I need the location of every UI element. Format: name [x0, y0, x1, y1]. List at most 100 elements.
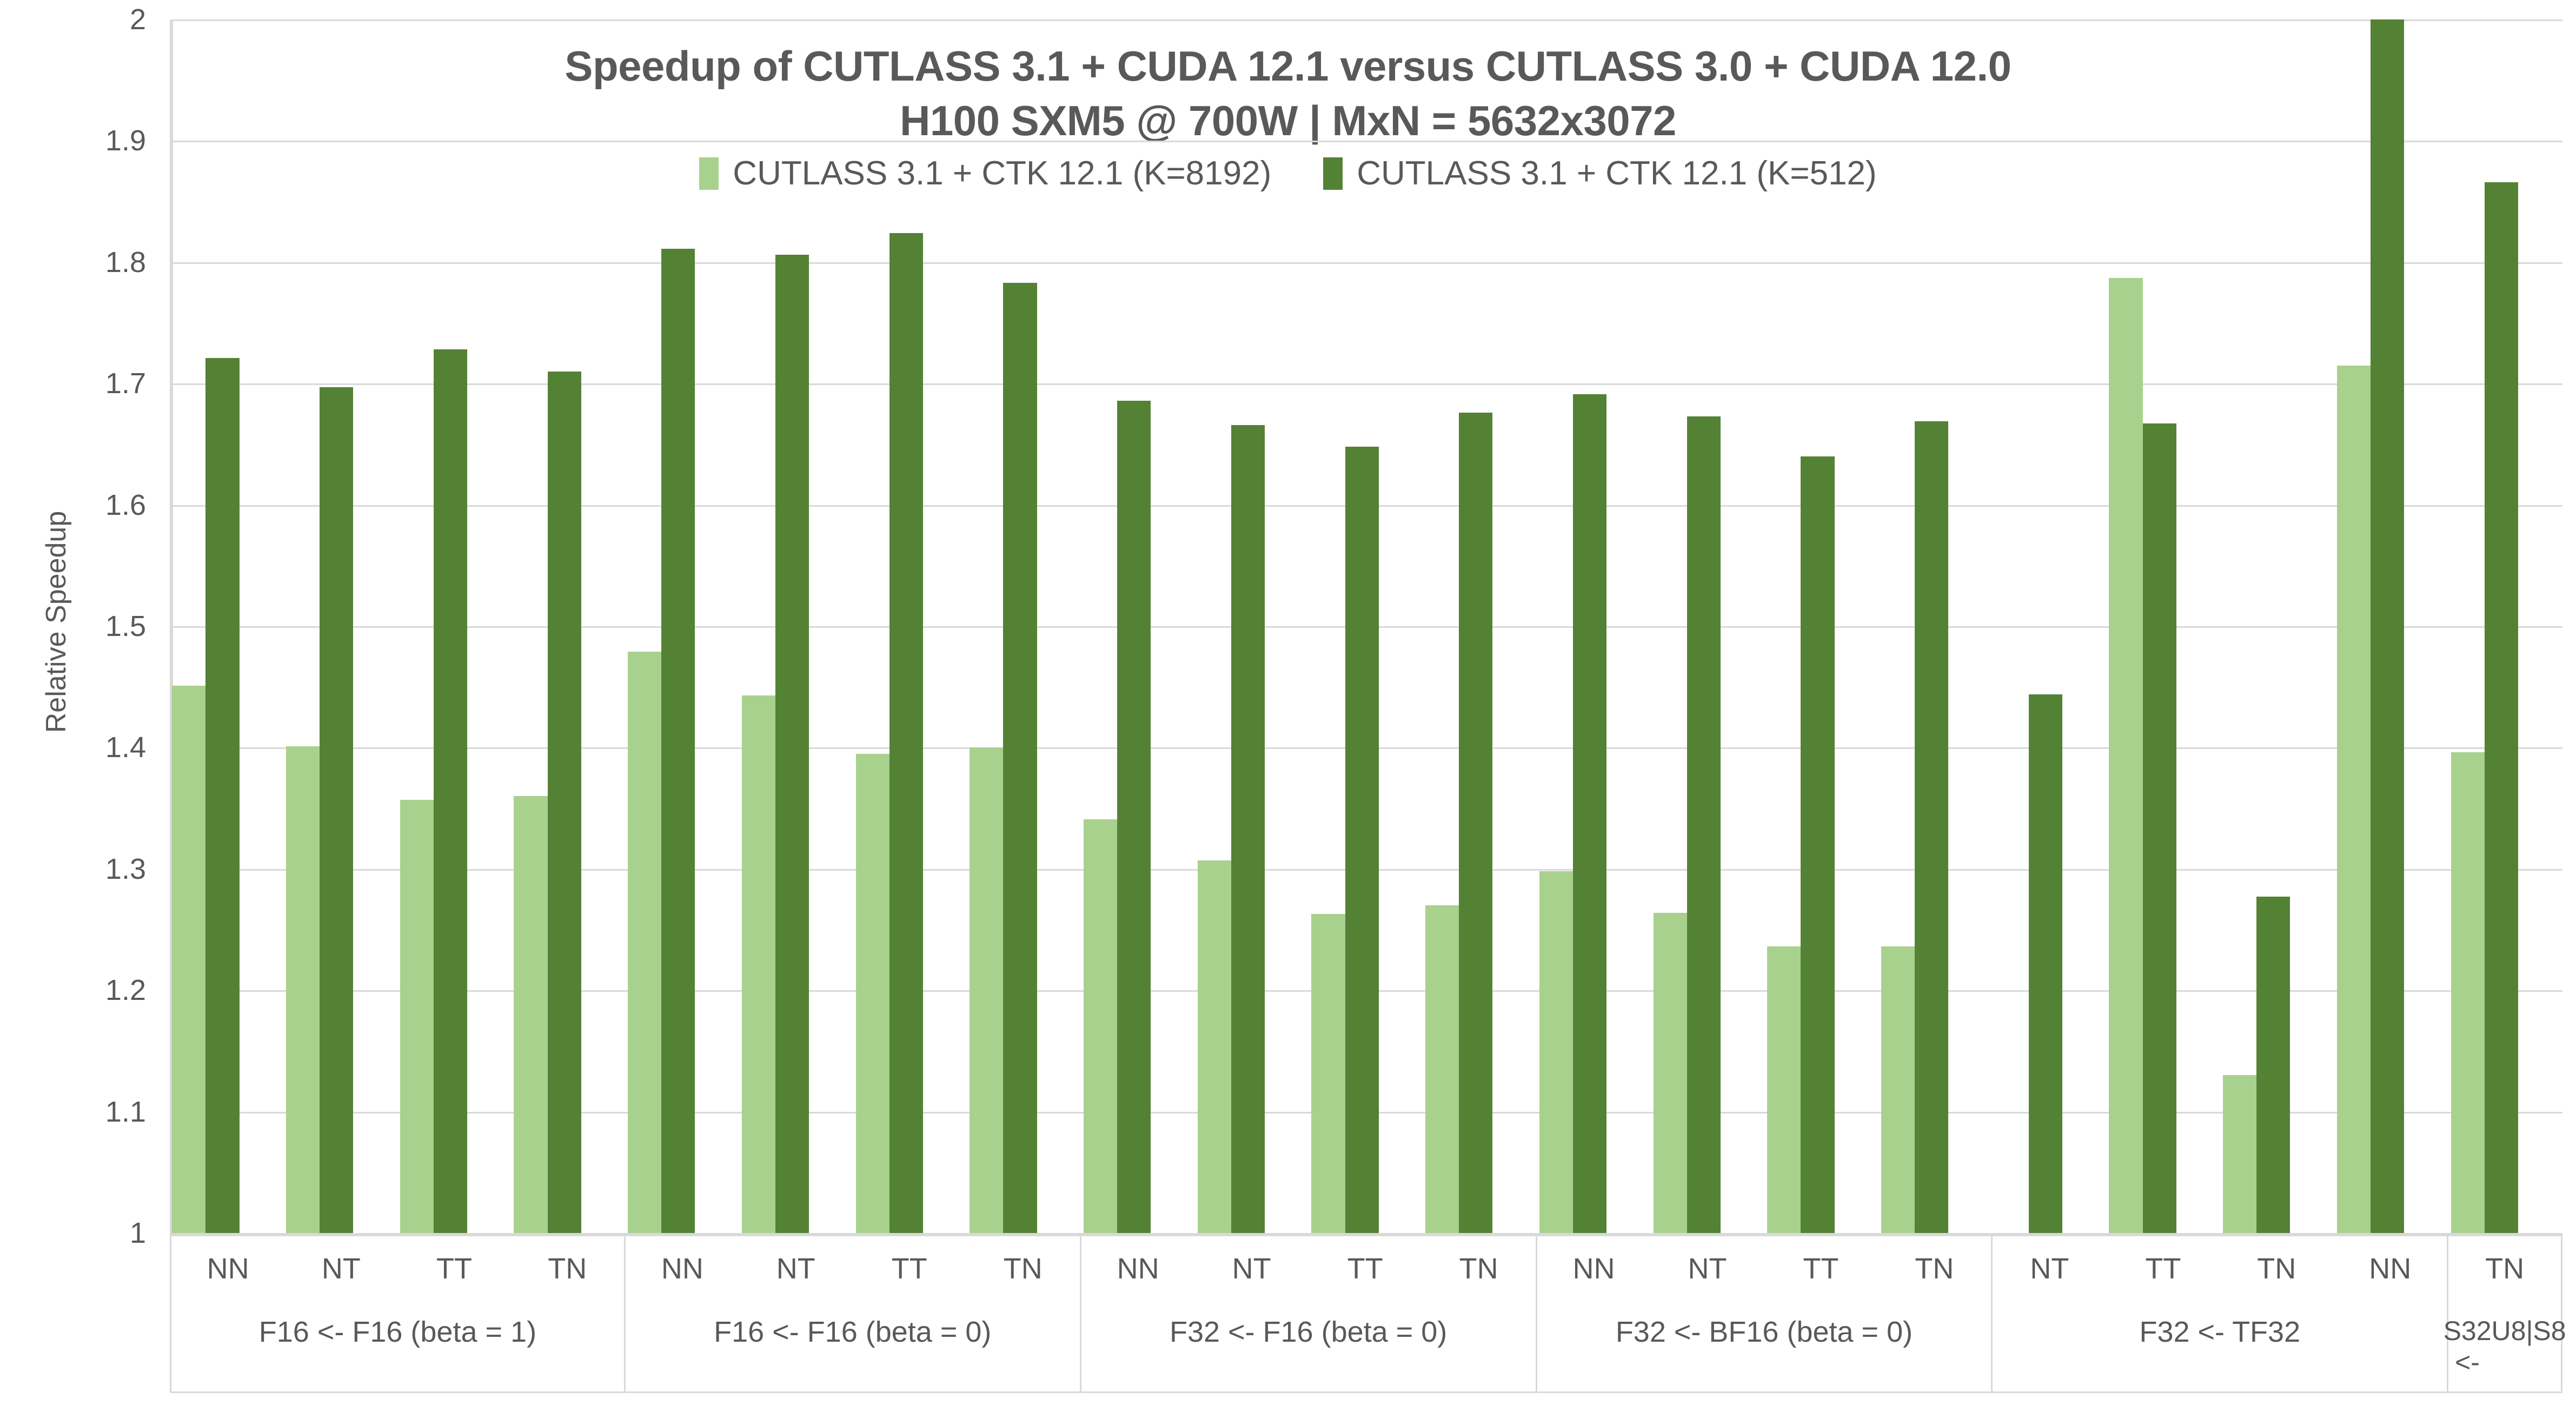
y-tick-label: 1.3 [105, 852, 146, 885]
bar-k512-0-1 [320, 387, 354, 1233]
bar-k512-2-1 [1231, 425, 1265, 1233]
bar-k8192-0-2 [400, 799, 434, 1233]
category-tick-label: TN [1915, 1252, 1954, 1285]
category-tick-label: TN [2485, 1252, 2525, 1285]
category-ticks-2: NN NT TT TN [1081, 1236, 1536, 1301]
y-tick-label: 1.2 [105, 974, 146, 1007]
category-tick-label: NT [2030, 1252, 2069, 1285]
bar-k8192-3-3 [1881, 946, 1915, 1233]
gridline-2 [173, 19, 2562, 21]
category-group-label: F32 <- F16 (beta = 0) [1169, 1316, 1448, 1348]
bar-k512-3-3 [1915, 421, 1949, 1233]
y-tick-label: 1.8 [105, 246, 146, 279]
bar-k8192-3-0 [1539, 871, 1573, 1233]
bars-layer [170, 19, 2562, 1233]
category-group-1: NN NT TT TN F16 <- F16 (beta = 0) [625, 1236, 1081, 1393]
category-tick-label: NT [776, 1252, 815, 1285]
category-tick-label: NN [207, 1252, 249, 1285]
legend-label-2: CUTLASS 3.1 + CTK 12.1 (K=512) [1357, 155, 1877, 192]
category-group-label: F16 <- F16 (beta = 0) [714, 1316, 992, 1348]
category-tick-label: NN [1117, 1252, 1159, 1285]
category-group-3: NN NT TT TN F32 <- BF16 (beta = 0) [1537, 1236, 1993, 1393]
bar-k512-2-2 [1345, 446, 1379, 1233]
category-tick-label: TT [891, 1252, 927, 1285]
y-tick-label: 1.5 [105, 610, 146, 642]
category-tick-label: TT [436, 1252, 473, 1285]
bar-k512-4-1 [2142, 423, 2176, 1233]
bar-k512-0-3 [547, 371, 581, 1233]
bar-k8192-4-1 [2109, 277, 2143, 1233]
category-tick-label: NT [1688, 1252, 1727, 1285]
category-group-label: S32 <- U8|S8 [2443, 1316, 2566, 1377]
category-tick-label: TT [1347, 1252, 1383, 1285]
legend-swatch-icon-1 [699, 157, 719, 190]
category-ticks-5: TN [2448, 1236, 2561, 1301]
bar-k512-2-0 [1117, 400, 1151, 1233]
category-tick-label: NN [661, 1252, 703, 1285]
bar-k512-3-1 [1687, 416, 1721, 1233]
bar-k8192-2-1 [1197, 860, 1231, 1233]
bar-k512-0-0 [205, 358, 240, 1233]
bar-k512-3-2 [1801, 456, 1835, 1233]
legend-item-1[interactable]: CUTLASS 3.1 + CTK 12.1 (K=8192) [699, 154, 1271, 193]
gridline-1.9 [173, 141, 2562, 143]
bar-k8192-2-0 [1083, 819, 1118, 1233]
bar-k8192-0-1 [286, 746, 320, 1233]
bar-k512-0-2 [433, 349, 467, 1233]
category-tick-label: TN [1003, 1252, 1043, 1285]
bar-k8192-0-3 [514, 796, 548, 1233]
bar-k512-4-0 [2028, 694, 2062, 1233]
y-tick-label: 1 [129, 1217, 146, 1249]
category-group-label: F32 <- TF32 [2139, 1316, 2301, 1348]
bar-k512-1-1 [775, 255, 809, 1233]
bar-k512-1-3 [1003, 282, 1037, 1233]
category-tick-label: TT [1803, 1252, 1839, 1285]
category-tick-label: NN [1572, 1252, 1615, 1285]
category-ticks-0: NN NT TT TN [171, 1236, 624, 1301]
bar-k8192-1-1 [741, 695, 775, 1233]
y-tick-label: 1.6 [105, 488, 146, 521]
bar-k8192-1-0 [628, 652, 662, 1233]
bar-k512-2-3 [1459, 413, 1493, 1233]
category-group-4: NT TT TN NN F32 <- TF32 [1993, 1236, 2449, 1393]
legend-item-2[interactable]: CUTLASS 3.1 + CTK 12.1 (K=512) [1323, 154, 1877, 193]
gridline-1.7 [173, 383, 2562, 386]
bar-k512-5-0 [2484, 182, 2518, 1233]
chart-legend: CUTLASS 3.1 + CTK 12.1 (K=8192) CUTLASS 3… [0, 154, 2576, 193]
category-group-label: F32 <- BF16 (beta = 0) [1615, 1316, 1913, 1348]
gridline-1.8 [173, 262, 2562, 264]
bar-k8192-4-3 [2336, 365, 2371, 1233]
category-group-0: NN NT TT TN F16 <- F16 (beta = 1) [170, 1236, 626, 1393]
category-tick-label: NT [1232, 1252, 1271, 1285]
category-ticks-1: NN NT TT TN [626, 1236, 1080, 1301]
legend-label-1: CUTLASS 3.1 + CTK 12.1 (K=8192) [733, 155, 1272, 192]
category-group-label: F16 <- F16 (beta = 1) [258, 1316, 537, 1348]
bar-k8192-2-2 [1311, 913, 1345, 1233]
category-tick-label: NN [2369, 1252, 2412, 1285]
bar-k8192-3-1 [1653, 912, 1687, 1233]
category-ticks-3: NN NT TT TN [1537, 1236, 1991, 1301]
y-tick-label: 1.9 [105, 124, 146, 157]
bar-k8192-4-2 [2223, 1075, 2257, 1233]
legend-swatch-icon-2 [1323, 157, 1343, 190]
category-group-2: NN NT TT TN F32 <- F16 (beta = 0) [1081, 1236, 1537, 1393]
category-tick-label: TN [548, 1252, 587, 1285]
y-tick-label: 2 [129, 3, 146, 36]
bar-k8192-1-3 [970, 747, 1004, 1233]
category-group-5: TN S32 <- U8|S8 [2443, 1236, 2566, 1393]
y-tick-label: 1.7 [105, 367, 146, 400]
bar-k8192-2-3 [1425, 905, 1459, 1233]
category-tick-label: NT [321, 1252, 361, 1285]
bar-k8192-0-0 [172, 685, 206, 1233]
bar-k512-3-0 [1572, 394, 1607, 1233]
x-axis-categories: NN NT TT TN F16 <- F16 (beta = 1) NN NT TT TN F16… [170, 1236, 2566, 1393]
bar-k512-1-2 [889, 233, 923, 1233]
bar-k512-4-3 [2370, 19, 2405, 1233]
bar-k8192-3-2 [1767, 946, 1801, 1233]
bar-k8192-1-2 [855, 753, 889, 1233]
category-ticks-4: NT TT TN NN [1993, 1236, 2447, 1301]
y-tick-label: 1.1 [105, 1095, 146, 1128]
bar-k512-4-2 [2256, 897, 2290, 1233]
bar-k512-1-0 [661, 249, 695, 1233]
